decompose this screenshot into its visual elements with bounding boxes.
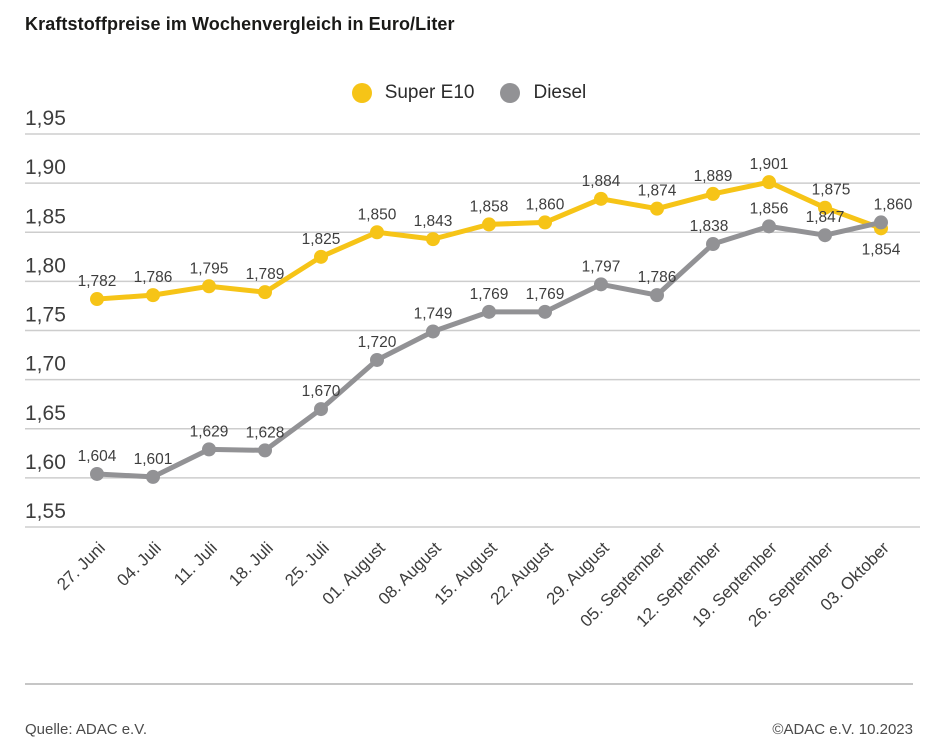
- data-point-label-diesel: 1,786: [638, 269, 677, 286]
- data-point-label-super-e10: 1,850: [358, 206, 397, 223]
- data-point-diesel: [90, 466, 104, 481]
- data-point-super-e10: [258, 285, 272, 300]
- data-point-label-diesel: 1,797: [582, 258, 621, 275]
- data-point-diesel: [426, 324, 440, 339]
- data-point-diesel: [818, 228, 832, 243]
- data-point-super-e10: [706, 186, 720, 201]
- x-tick-label: 04. Juli: [113, 538, 165, 590]
- data-point-label-diesel: 1,838: [690, 218, 729, 235]
- data-point-label-diesel: 1,769: [470, 286, 509, 303]
- data-point-label-diesel: 1,769: [526, 286, 565, 303]
- chart-title: Kraftstoffpreise im Wochenvergleich in E…: [25, 14, 455, 34]
- data-point-label-super-e10: 1,858: [470, 198, 509, 215]
- data-point-super-e10: [90, 292, 104, 307]
- data-point-label-diesel: 1,847: [806, 209, 845, 226]
- data-point-label-super-e10: 1,786: [134, 269, 173, 286]
- data-point-diesel: [370, 352, 384, 367]
- data-point-label-super-e10: 1,860: [526, 196, 565, 213]
- data-point-super-e10: [650, 201, 664, 216]
- data-point-super-e10: [594, 191, 608, 206]
- data-point-label-super-e10: 1,782: [78, 273, 117, 290]
- y-tick-label: 1,90: [25, 156, 66, 179]
- data-point-label-super-e10: 1,795: [190, 260, 229, 277]
- legend-item-super-e10: Super E10: [351, 82, 475, 104]
- data-point-diesel: [874, 215, 888, 230]
- data-point-diesel: [146, 469, 160, 484]
- data-point-diesel: [258, 443, 272, 458]
- data-point-super-e10: [818, 200, 832, 215]
- data-point-label-super-e10: 1,884: [582, 173, 621, 190]
- data-point-diesel: [706, 237, 720, 252]
- data-point-label-super-e10: 1,854: [862, 241, 901, 258]
- data-point-label-diesel: 1,629: [190, 423, 229, 440]
- data-point-diesel: [594, 277, 608, 292]
- data-point-diesel: [482, 304, 496, 319]
- data-point-diesel: [650, 288, 664, 303]
- data-point-label-super-e10: 1,825: [302, 231, 341, 248]
- legend-label-diesel: Diesel: [533, 82, 587, 103]
- y-tick-label: 1,65: [25, 402, 66, 425]
- data-point-label-super-e10: 1,874: [638, 183, 677, 200]
- data-point-label-diesel: 1,601: [134, 451, 173, 468]
- data-point-label-diesel: 1,860: [874, 196, 913, 213]
- copyright-note: ©ADAC e.V. 10.2023: [772, 721, 913, 738]
- data-point-label-diesel: 1,856: [750, 200, 789, 217]
- legend-dot-diesel-icon: [500, 83, 521, 103]
- data-point-diesel: [762, 219, 776, 234]
- data-point-label-super-e10: 1,875: [812, 182, 851, 199]
- y-tick-label: 1,80: [25, 254, 66, 277]
- data-point-super-e10: [202, 279, 216, 294]
- data-point-label-diesel: 1,670: [302, 383, 341, 400]
- legend-label-super-e10: Super E10: [384, 82, 475, 103]
- data-point-super-e10: [538, 215, 552, 230]
- x-tick-label: 27. Juni: [53, 538, 109, 594]
- legend-dot-super-e10-icon: [351, 83, 372, 103]
- y-tick-label: 1,55: [25, 500, 66, 523]
- legend-item-diesel: Diesel: [500, 82, 586, 104]
- x-tick-label: 11. Juli: [170, 538, 221, 589]
- data-point-label-diesel: 1,720: [358, 334, 397, 351]
- data-point-label-super-e10: 1,843: [414, 213, 453, 230]
- data-point-diesel: [538, 304, 552, 319]
- data-point-label-diesel: 1,628: [246, 424, 285, 441]
- x-tick-label: 18. Juli: [225, 538, 277, 590]
- data-point-super-e10: [370, 225, 384, 240]
- x-tick-label: 25. Juli: [281, 538, 333, 590]
- footer: Quelle: ADAC e.V. ©ADAC e.V. 10.2023: [25, 683, 913, 738]
- y-tick-label: 1,95: [25, 107, 66, 130]
- data-point-label-super-e10: 1,889: [694, 168, 733, 185]
- y-tick-label: 1,70: [25, 353, 66, 376]
- data-point-label-super-e10: 1,789: [246, 266, 285, 283]
- data-point-label-diesel: 1,604: [78, 448, 117, 465]
- legend: Super E10 Diesel: [0, 82, 938, 104]
- data-point-super-e10: [426, 232, 440, 247]
- data-point-super-e10: [314, 249, 328, 264]
- data-point-diesel: [202, 442, 216, 457]
- data-point-diesel: [314, 402, 328, 417]
- y-tick-label: 1,60: [25, 451, 66, 474]
- source-note: Quelle: ADAC e.V.: [25, 721, 148, 738]
- data-point-super-e10: [482, 217, 496, 232]
- y-tick-label: 1,75: [25, 304, 66, 327]
- data-point-super-e10: [762, 175, 776, 190]
- y-tick-label: 1,85: [25, 205, 66, 228]
- data-point-label-super-e10: 1,901: [750, 156, 789, 173]
- chart-svg: 1,95 1,90 1,85 1,80 1,75 1,70 1,65 1,60 1,55 27. …: [25, 107, 920, 631]
- data-point-super-e10: [146, 288, 160, 303]
- data-point-label-diesel: 1,749: [414, 305, 453, 322]
